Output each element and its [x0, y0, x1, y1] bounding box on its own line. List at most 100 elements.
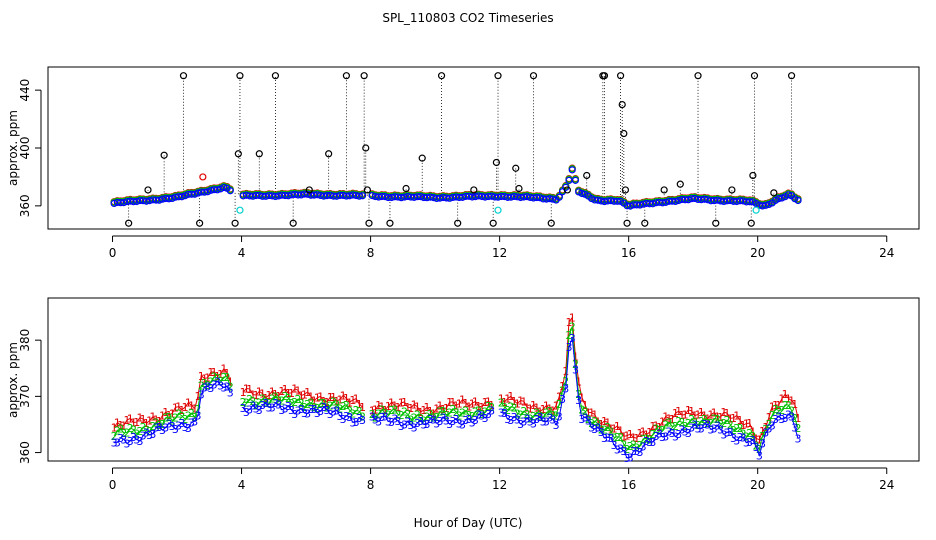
series-3-marker: 3 — [224, 381, 231, 394]
series-2-marker: 2 — [259, 393, 266, 406]
blue-point — [778, 194, 786, 202]
outlier-point — [563, 186, 571, 194]
outlier-point — [660, 186, 668, 194]
series-3-marker: 3 — [136, 435, 143, 448]
series-1-marker: 1 — [440, 403, 447, 416]
series-2-marker: 2 — [656, 424, 663, 437]
series-1-marker: 1 — [698, 406, 705, 419]
series-1-marker: 1 — [256, 385, 263, 398]
series-1-marker: 1 — [369, 404, 376, 417]
series-1-marker: 1 — [524, 401, 531, 414]
outlier-point — [515, 184, 523, 193]
series-2-marker: 2 — [553, 409, 560, 422]
series-2-marker: 2 — [311, 401, 318, 414]
series-1-marker: 1 — [488, 399, 495, 412]
series-1-marker: 1 — [714, 411, 721, 424]
series-1-marker: 1 — [678, 409, 685, 422]
top-plot-frame — [47, 66, 920, 230]
series-1-marker: 1 — [588, 407, 595, 420]
blue-point — [342, 192, 350, 200]
series-3-marker: 3 — [478, 410, 485, 423]
series-1-marker: 1 — [475, 400, 482, 413]
blue-point — [536, 194, 544, 202]
series-2-marker: 2 — [795, 422, 802, 435]
series-1-marker: 1 — [443, 402, 450, 415]
series-3-marker: 3 — [533, 413, 540, 426]
series-1-marker: 1 — [756, 434, 763, 447]
series-3-marker: 3 — [265, 401, 272, 414]
series-3-marker: 3 — [691, 418, 698, 431]
outlier-point — [512, 164, 520, 172]
outlier-point — [676, 180, 684, 188]
series-1-marker: 1 — [595, 415, 602, 428]
series-3-marker: 3 — [114, 436, 121, 449]
series-1-marker: 1 — [343, 392, 350, 405]
series-3-marker: 3 — [185, 422, 192, 435]
blue-point — [378, 192, 386, 201]
series-1-marker: 1 — [346, 396, 353, 409]
series-2-marker: 2 — [536, 409, 543, 422]
blue-point — [455, 193, 463, 202]
series-1-marker: 1 — [188, 399, 195, 412]
series-3-marker: 3 — [778, 413, 785, 426]
series-2-marker: 2 — [511, 401, 518, 414]
series-2-marker: 2 — [720, 417, 727, 430]
x-tick-label: 4 — [238, 478, 246, 492]
series-3-marker: 3 — [262, 397, 269, 410]
series-3-marker: 3 — [156, 421, 163, 434]
blue-point — [168, 194, 176, 203]
series-3-marker: 3 — [685, 427, 692, 440]
series-2-marker: 2 — [659, 424, 666, 437]
series-2-marker: 2 — [591, 415, 598, 428]
series-2-line — [371, 405, 492, 422]
series-2-marker: 2 — [595, 418, 602, 431]
series-2-marker: 2 — [324, 401, 331, 414]
series-2-marker: 2 — [388, 404, 395, 417]
series-2-marker: 2 — [514, 408, 521, 421]
series-2-marker: 2 — [304, 398, 311, 411]
series-1-line — [500, 316, 799, 441]
series-1-marker: 1 — [185, 397, 192, 410]
series-3-marker: 3 — [462, 414, 469, 427]
series-2-marker: 2 — [688, 413, 695, 426]
series-2-marker: 2 — [372, 411, 379, 424]
series-1-marker: 1 — [314, 392, 321, 405]
series-1-marker: 1 — [262, 392, 269, 405]
series-1-marker: 1 — [772, 399, 779, 412]
series-1-marker: 1 — [372, 404, 379, 417]
series-2-marker: 2 — [620, 438, 627, 451]
series-2-marker: 2 — [301, 401, 308, 414]
blue-point — [300, 190, 309, 198]
series-3-marker: 3 — [440, 411, 447, 424]
blue-point — [468, 193, 476, 201]
series-1-marker: 1 — [133, 416, 140, 429]
series-1-marker: 1 — [356, 398, 363, 411]
series-2-marker: 2 — [378, 404, 385, 417]
outlier-point — [770, 189, 778, 197]
series-3-marker: 3 — [604, 431, 611, 444]
series-3-marker: 3 — [688, 421, 695, 434]
series-1-marker: 1 — [456, 398, 463, 411]
series-2-marker: 2 — [156, 419, 163, 432]
series-2-marker: 2 — [285, 392, 292, 405]
series-3-marker: 3 — [588, 422, 595, 435]
series-1-marker: 1 — [388, 396, 395, 409]
blue-point — [523, 192, 531, 201]
series-2-marker: 2 — [520, 405, 527, 418]
series-3-marker: 3 — [343, 410, 350, 423]
series-2-marker: 2 — [120, 427, 127, 440]
series-3-marker: 3 — [711, 422, 718, 435]
series-3-marker: 3 — [620, 445, 627, 458]
series-1-marker: 1 — [385, 400, 392, 413]
series-3-marker: 3 — [698, 423, 705, 436]
series-1-marker: 1 — [659, 416, 666, 429]
series-3-marker: 3 — [207, 382, 214, 395]
series-3-marker: 3 — [272, 397, 279, 410]
series-3-marker: 3 — [388, 416, 395, 429]
blue-point — [175, 193, 183, 201]
series-2-marker: 2 — [685, 417, 692, 430]
series-1-marker: 1 — [317, 390, 324, 403]
series-2-marker: 2 — [382, 407, 389, 420]
series-2-marker: 2 — [278, 394, 285, 407]
series-1-marker: 1 — [124, 414, 131, 427]
